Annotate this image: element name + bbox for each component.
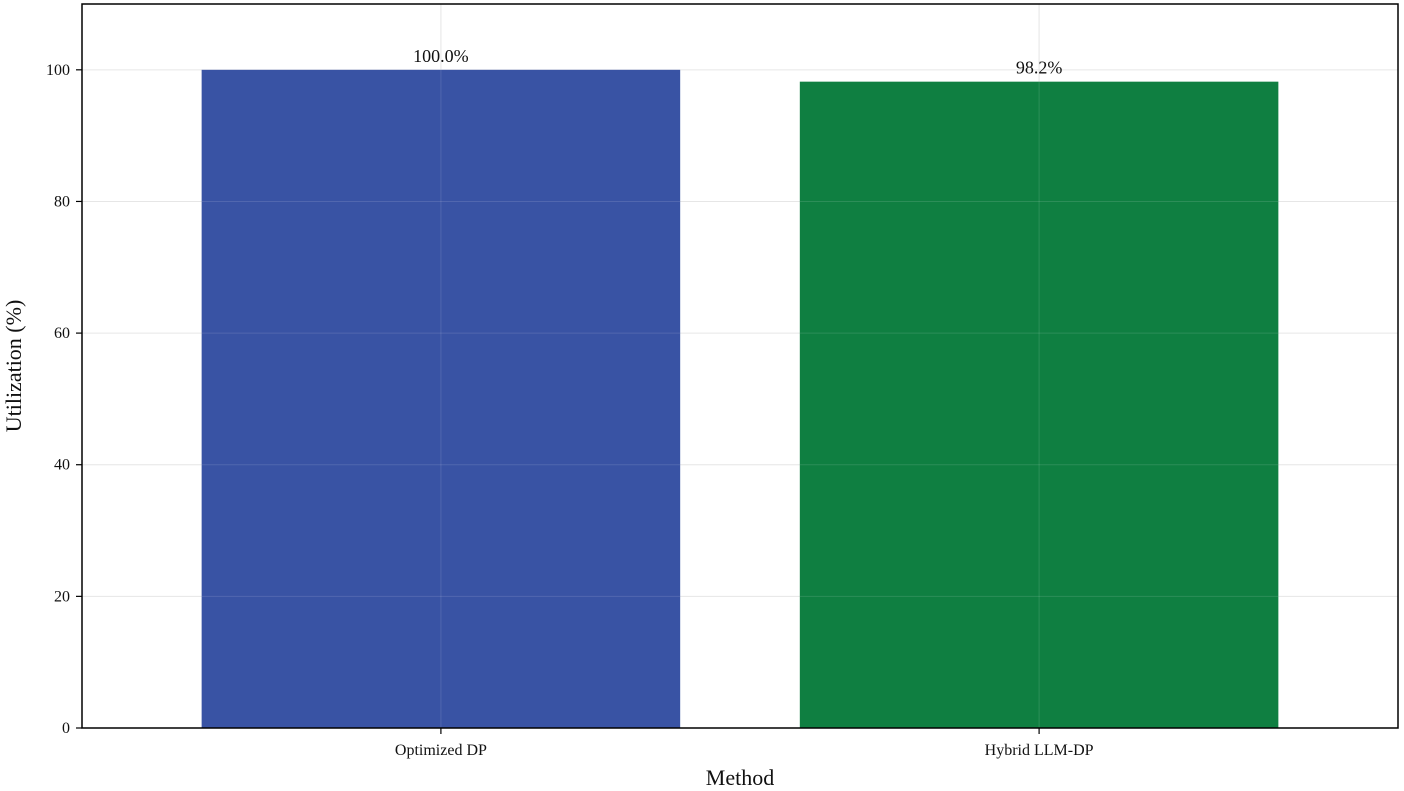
- x-axis: Optimized DP Hybrid LLM-DP: [395, 728, 1094, 759]
- data-labels: 100.0% 98.2%: [413, 46, 1062, 78]
- plot-frame: [81, 3, 1399, 729]
- x-tick-label: Hybrid LLM-DP: [985, 742, 1094, 759]
- bar-value-label: 98.2%: [1016, 58, 1063, 78]
- y-tick-label: 100: [46, 62, 70, 79]
- x-axis-title: Method: [706, 765, 774, 790]
- bar-value-label: 100.0%: [413, 46, 469, 66]
- y-tick-label: 60: [54, 325, 70, 342]
- y-tick-label: 20: [54, 588, 70, 605]
- x-tick-label: Optimized DP: [395, 742, 487, 759]
- y-tick-label: 0: [62, 720, 70, 737]
- bar: [201, 69, 681, 729]
- y-tick-label: 80: [54, 193, 70, 210]
- y-axis-title: Utilization (%): [1, 300, 26, 433]
- y-tick-label: 40: [54, 457, 70, 474]
- bars-layer: [201, 69, 1279, 729]
- bar: [799, 81, 1279, 728]
- y-axis: 0 20 40 60 80 100: [46, 62, 82, 737]
